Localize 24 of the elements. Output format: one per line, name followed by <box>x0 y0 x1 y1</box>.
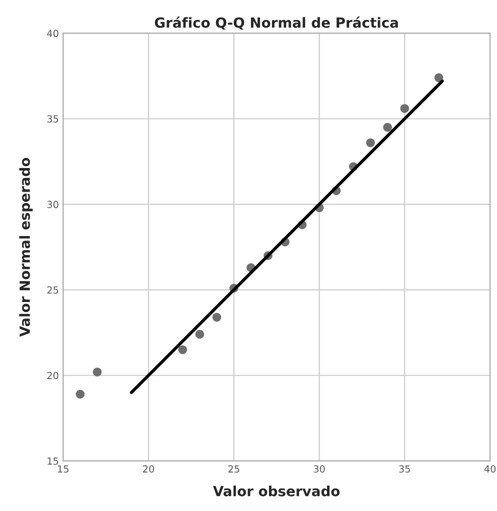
y-tick-label: 25 <box>47 286 58 294</box>
point <box>212 312 222 322</box>
point <box>178 345 188 354</box>
x-tick-label: 20 <box>143 465 154 473</box>
point <box>92 368 102 376</box>
x-tick-label: 25 <box>228 465 240 473</box>
x-tick-label: 15 <box>58 465 68 473</box>
y-tick-label: 15 <box>48 458 58 465</box>
x-axis-title: Valor observado <box>213 486 340 496</box>
x-tick-label: 40 <box>484 465 496 473</box>
point <box>76 390 85 399</box>
point <box>366 138 375 148</box>
chart-title: Gráfico Q-Q Normal de Práctica <box>154 16 398 30</box>
y-tick-label: 35 <box>47 115 58 123</box>
y-tick-label: 30 <box>47 200 58 208</box>
y-tick-label: 40 <box>47 30 58 38</box>
point <box>383 122 392 132</box>
x-tick-label: 35 <box>399 465 410 473</box>
y-axis-title: Valor Normal esperado <box>19 158 33 337</box>
point <box>195 330 204 339</box>
x-tick-label: 30 <box>314 465 325 473</box>
point <box>434 73 444 82</box>
point <box>400 104 410 113</box>
y-tick-label: 20 <box>47 372 58 380</box>
